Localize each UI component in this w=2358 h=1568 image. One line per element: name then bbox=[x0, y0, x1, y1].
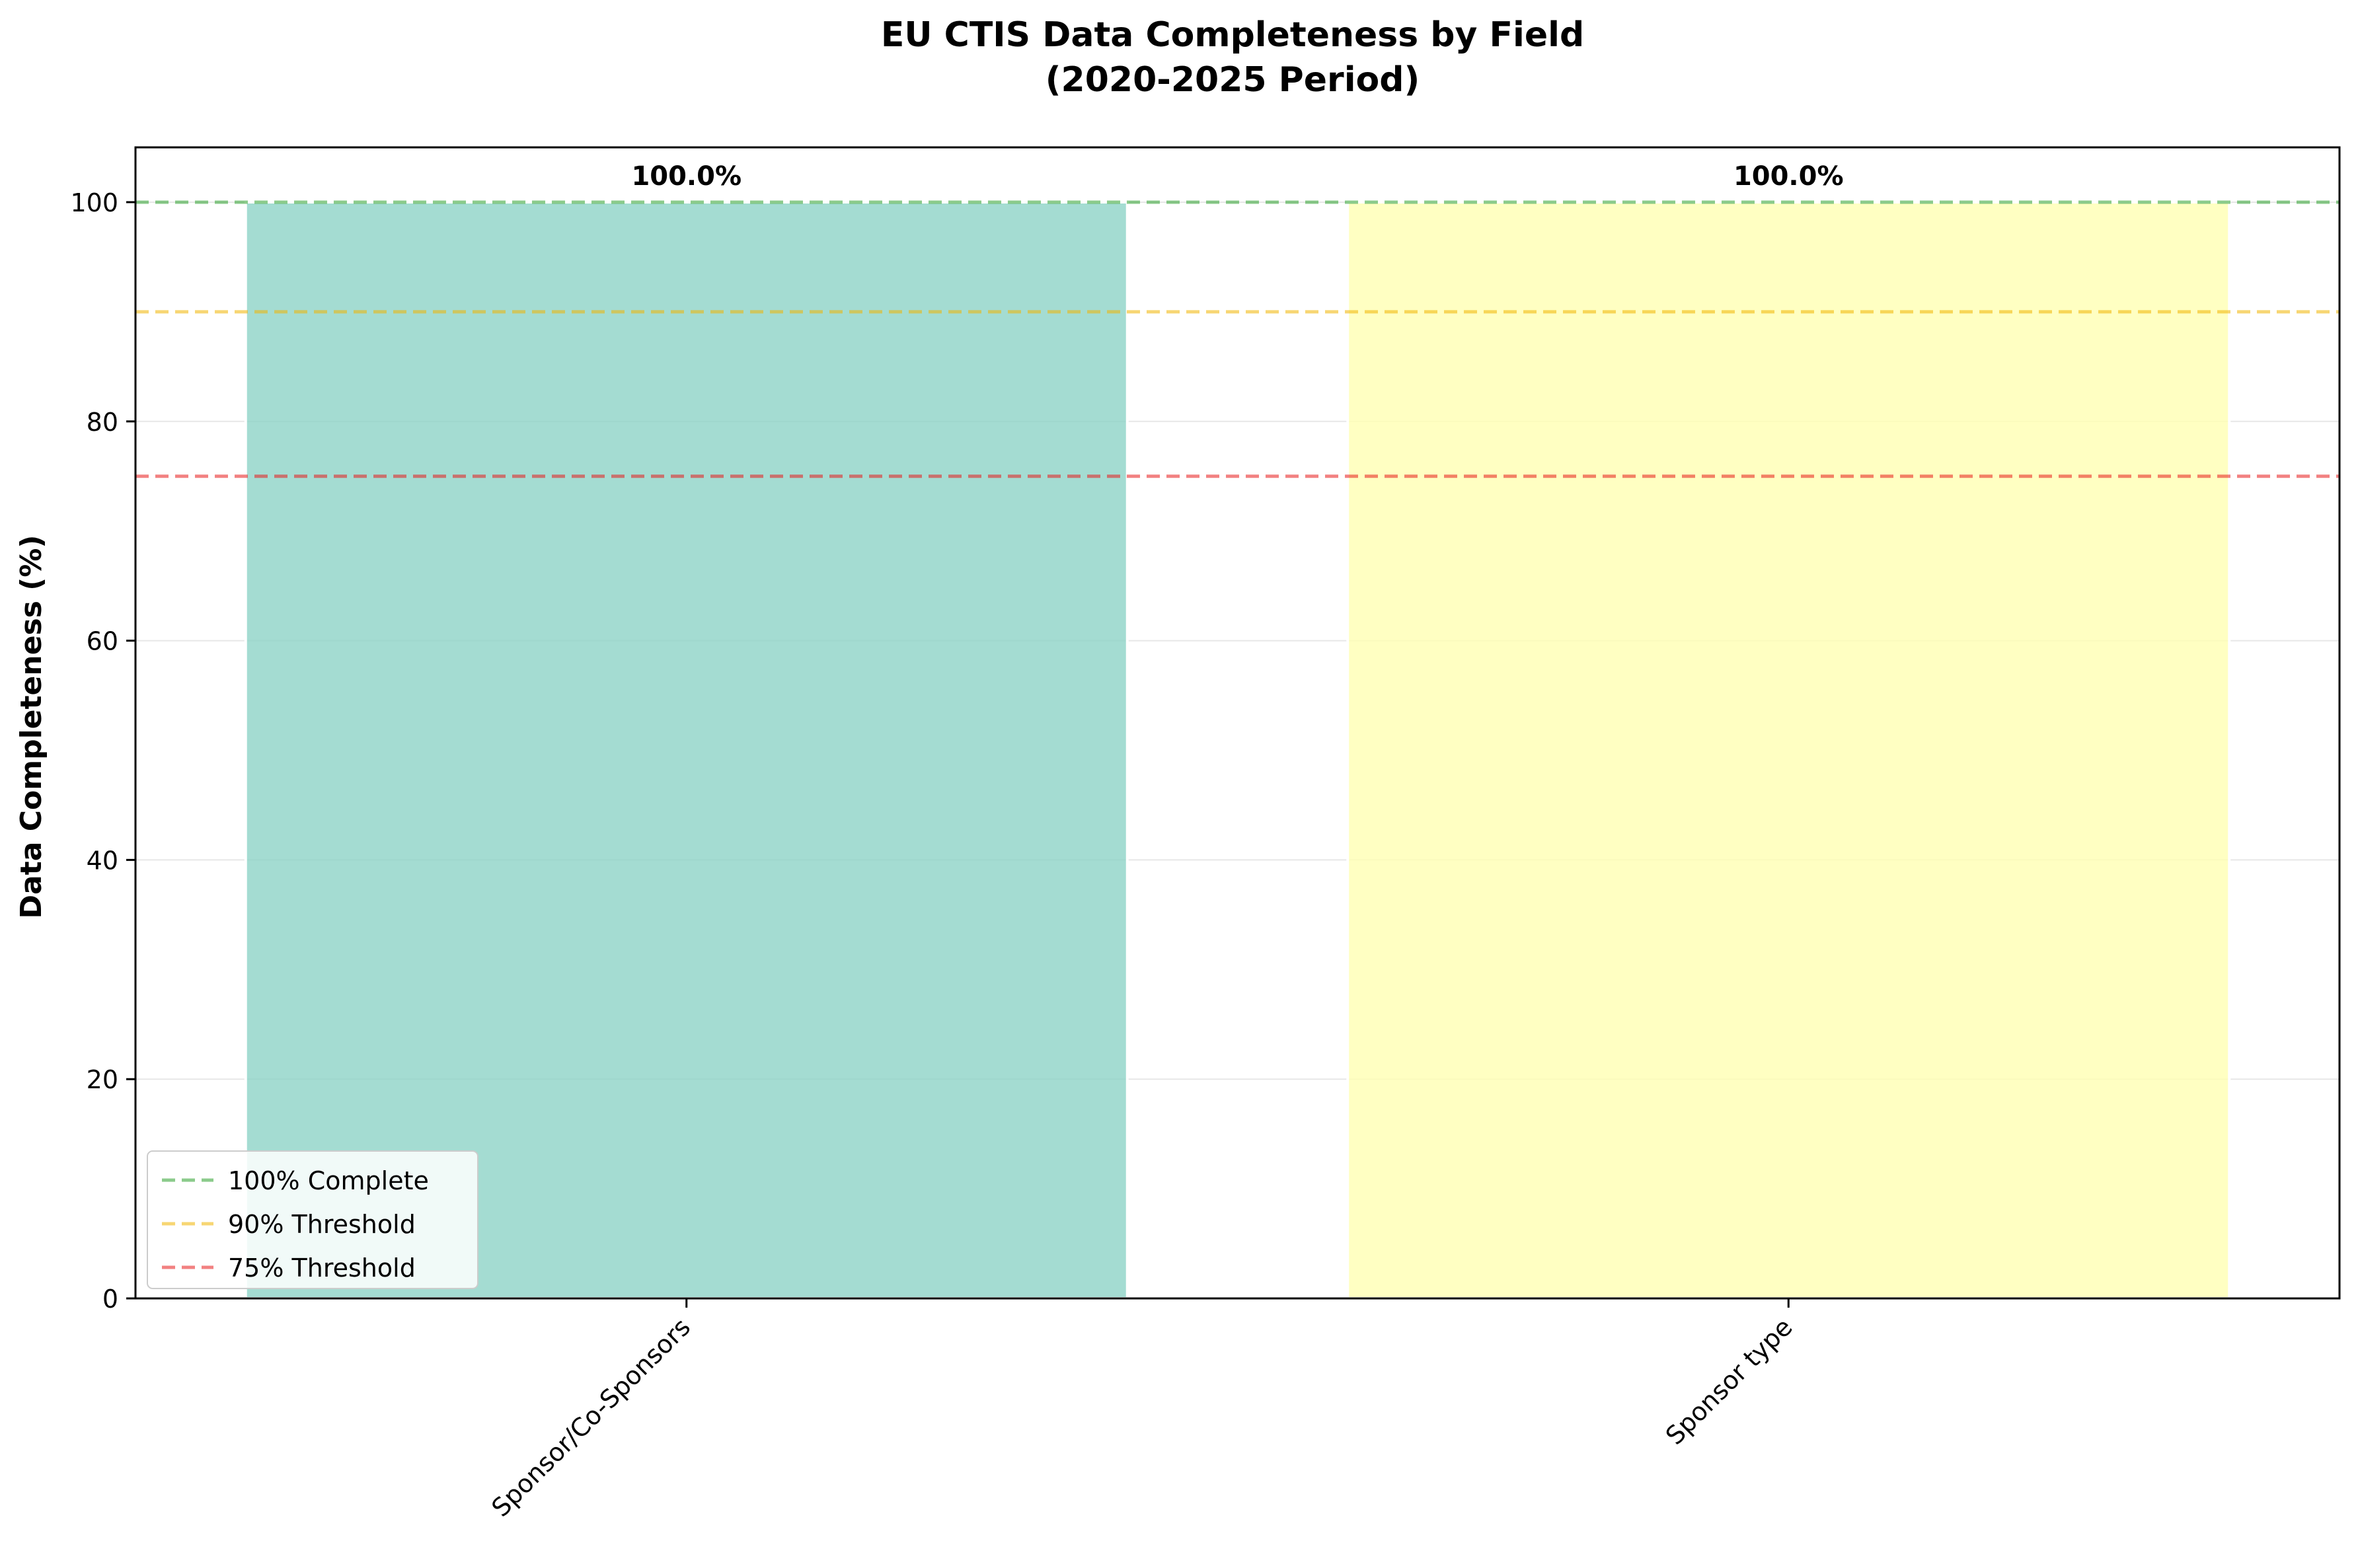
chart-title-line-1: EU CTIS Data Completeness by Field bbox=[881, 15, 1584, 55]
chart-title-line-2: (2020-2025 Period) bbox=[1046, 60, 1420, 100]
bar-value-label: 100.0% bbox=[631, 161, 742, 192]
y-tick-label: 40 bbox=[87, 846, 118, 875]
y-tick-label: 100 bbox=[70, 188, 118, 217]
value-labels: 100.0% 100.0% bbox=[631, 161, 1843, 192]
y-tick-label: 80 bbox=[87, 408, 118, 437]
legend: 100% Complete 90% Threshold 75% Threshold bbox=[147, 1150, 478, 1289]
y-axis-label: Data Completeness (%) bbox=[15, 535, 48, 918]
y-tick-label: 0 bbox=[102, 1285, 118, 1314]
bar-0 bbox=[244, 200, 1129, 1300]
reference-lines bbox=[135, 200, 2339, 478]
plot-frame bbox=[134, 146, 2341, 1300]
legend-label: 75% Threshold bbox=[228, 1253, 416, 1283]
bar-1 bbox=[1346, 200, 2231, 1300]
y-tick-label: 20 bbox=[87, 1065, 118, 1094]
legend-label: 90% Threshold bbox=[228, 1210, 416, 1239]
legend-label: 100% Complete bbox=[228, 1166, 429, 1195]
bar-value-label: 100.0% bbox=[1733, 161, 1844, 192]
legend-box bbox=[147, 1150, 478, 1289]
y-tick-label: 60 bbox=[87, 627, 118, 656]
bars bbox=[244, 200, 2231, 1300]
